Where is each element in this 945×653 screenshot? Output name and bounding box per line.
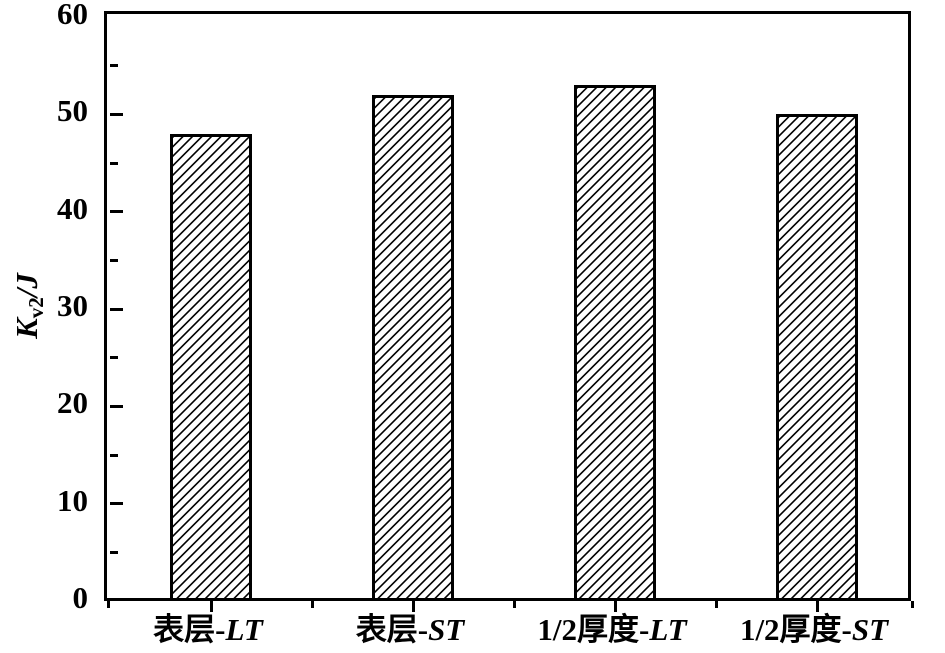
x-major-tick	[411, 601, 415, 612]
y-minor-tick	[110, 64, 118, 68]
x-corner-tick	[107, 601, 110, 608]
category-prefix: 1/2厚度-	[537, 612, 650, 647]
category-suffix: LT	[225, 612, 263, 647]
y-minor-tick	[110, 356, 118, 360]
y-major-tick	[110, 502, 123, 506]
y-minor-tick	[110, 550, 118, 554]
y-tick-label-30: 30	[57, 288, 88, 323]
x-minor-tick	[714, 601, 718, 608]
x-category-label-1: 表层-LT	[153, 610, 263, 650]
x-major-tick	[613, 601, 617, 612]
x-corner-tick	[911, 601, 914, 608]
category-suffix: ST	[851, 612, 889, 647]
y-tick-label-0: 0	[72, 580, 89, 615]
bar-hatch-fill	[577, 88, 653, 598]
bar-hatch-fill	[375, 98, 451, 598]
y-major-tick	[110, 112, 123, 116]
category-prefix: 表层-	[153, 612, 226, 647]
y-major-tick	[110, 307, 123, 311]
x-major-tick	[815, 601, 819, 612]
bar-hatch-fill	[779, 117, 855, 598]
x-category-label-2: 表层-ST	[356, 610, 465, 650]
x-minor-tick	[512, 601, 516, 608]
y-tick-label-40: 40	[57, 190, 88, 226]
bar-2	[372, 95, 454, 601]
x-category-label-3: 1/2厚度-LT	[537, 610, 686, 650]
bar-3	[574, 85, 656, 601]
bar-hatch-fill	[173, 137, 249, 598]
y-tick-label-10: 10	[57, 482, 88, 518]
plot-frame	[104, 11, 914, 612]
y-tick-label-60: 60	[57, 0, 88, 31]
y-major-tick	[110, 210, 123, 214]
category-suffix: LT	[649, 612, 687, 647]
y-major-tick	[110, 404, 123, 408]
y-tick-label-20: 20	[57, 385, 88, 421]
bar-4	[776, 114, 858, 601]
y-minor-tick	[110, 453, 118, 457]
bar-1	[170, 134, 252, 601]
y-minor-tick	[110, 161, 118, 165]
plot-area	[110, 17, 911, 601]
x-major-tick	[209, 601, 213, 612]
y-tick-label-50: 50	[57, 93, 88, 129]
x-minor-tick	[310, 601, 314, 608]
category-suffix: ST	[428, 612, 465, 647]
category-prefix: 1/2厚度-	[739, 612, 852, 647]
y-minor-tick	[110, 258, 118, 262]
x-category-label-4: 1/2厚度-ST	[740, 610, 888, 650]
category-prefix: 表层-	[355, 612, 429, 647]
